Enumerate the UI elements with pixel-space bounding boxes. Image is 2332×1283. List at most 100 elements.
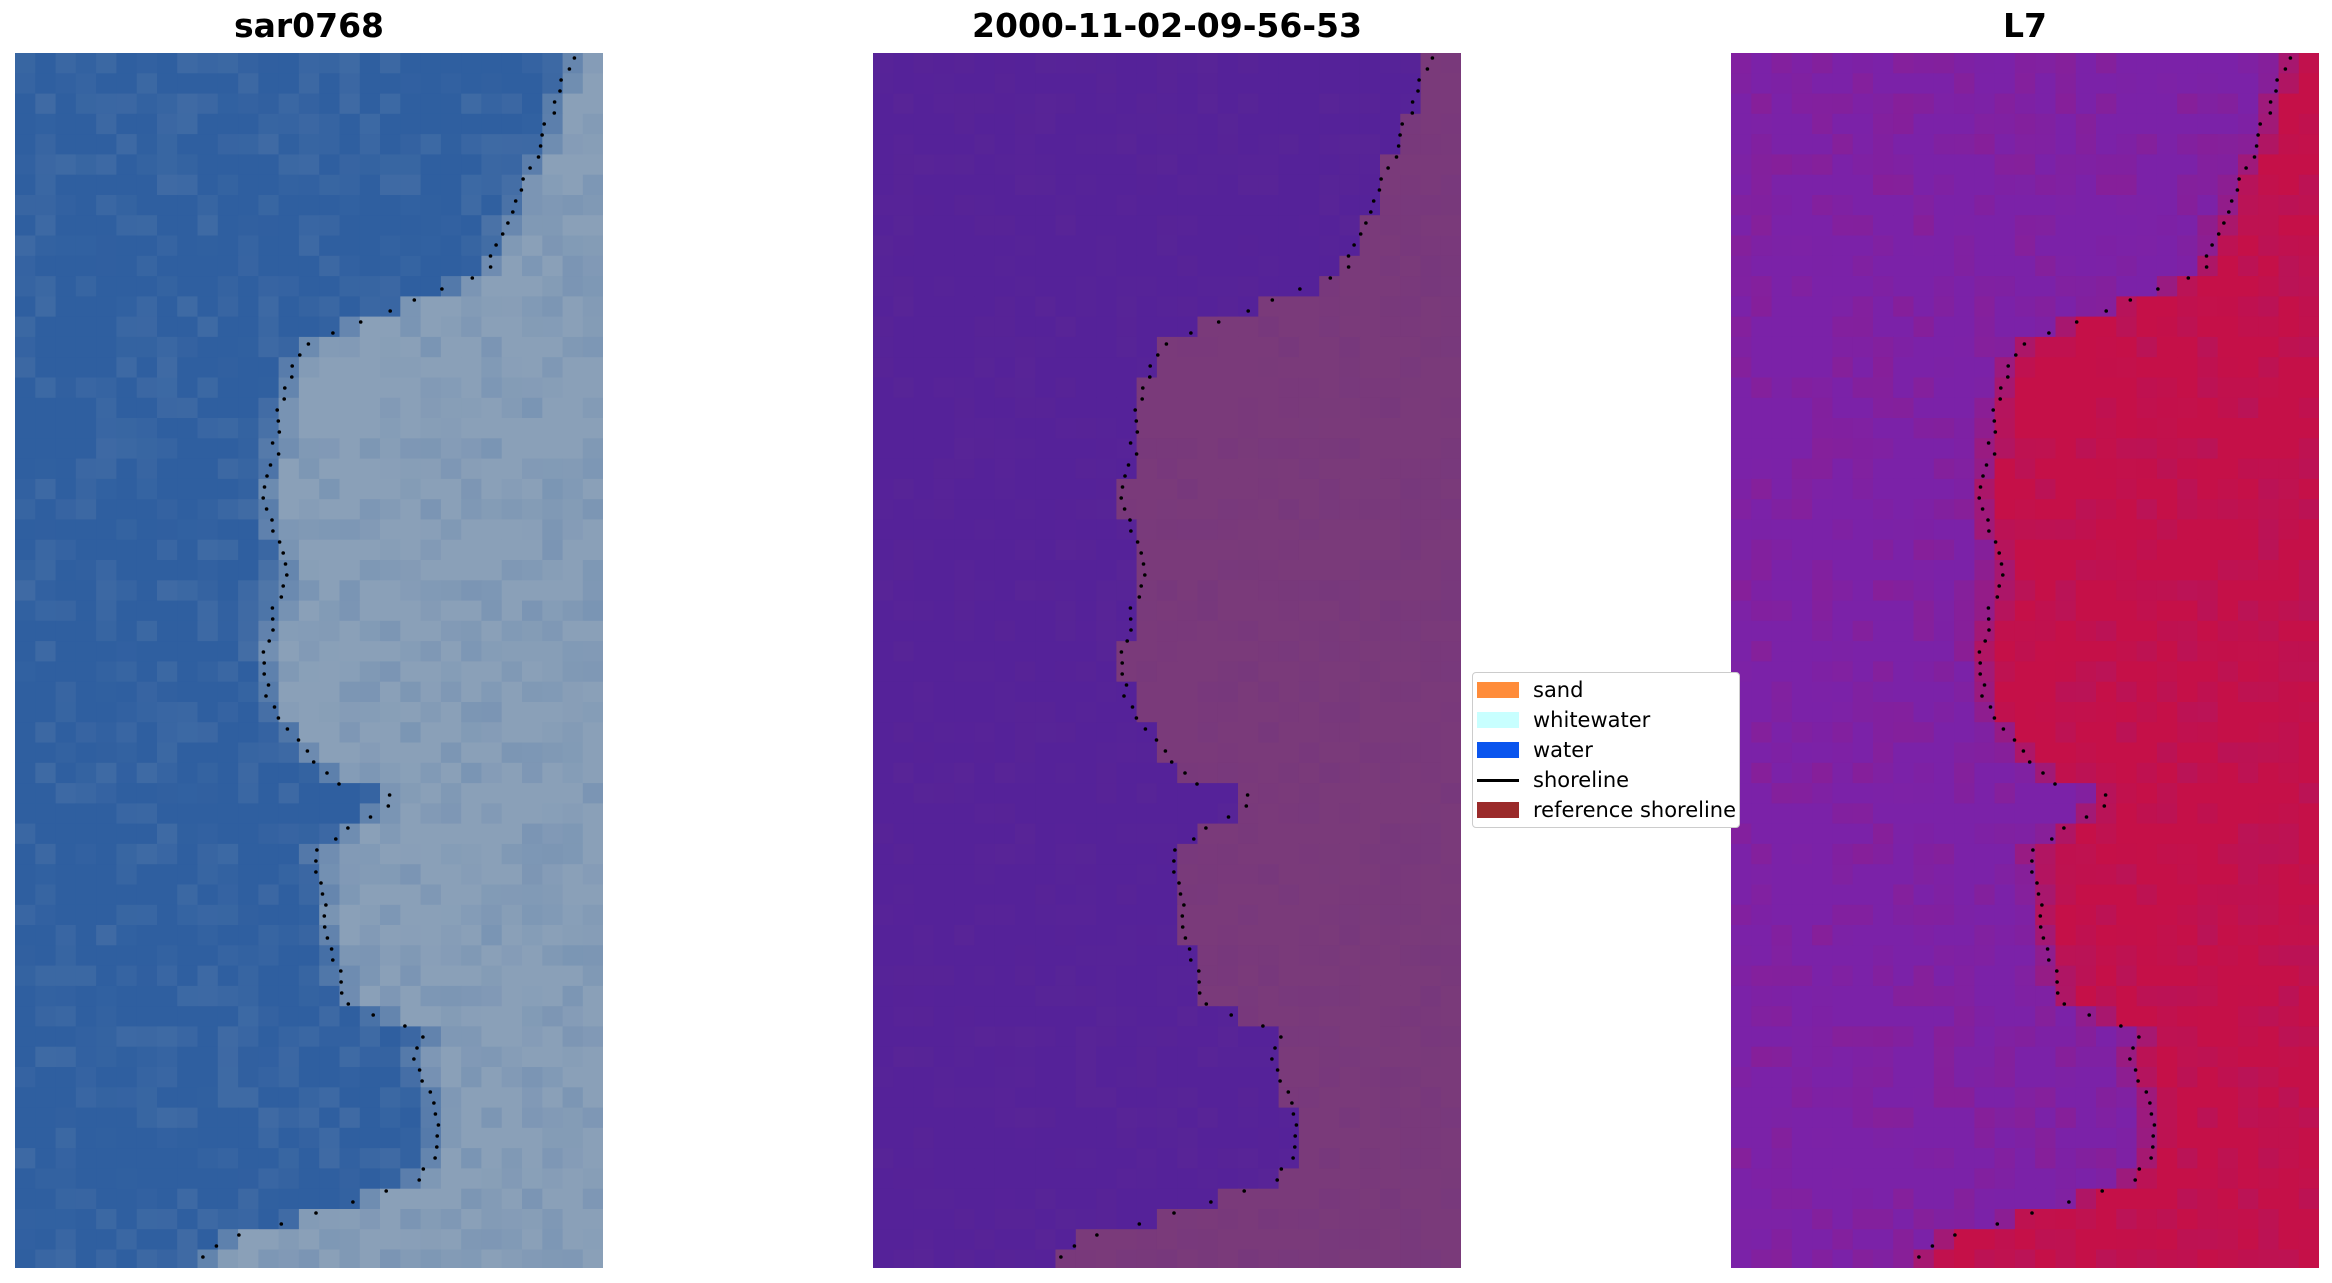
class-pixel (1177, 1209, 1199, 1230)
rgb-pixel (55, 560, 77, 581)
index-pixel (2177, 296, 2199, 318)
rgb-pixel (35, 945, 57, 967)
index-pixel (2055, 215, 2077, 237)
rgb-pixel (177, 722, 199, 744)
class-pixel (1116, 478, 1138, 500)
rgb-pixel (542, 1229, 564, 1251)
class-shoreline-dot (1286, 1090, 1291, 1094)
rgb-pixel (96, 1046, 117, 1068)
class-pixel (994, 397, 1016, 419)
index-pixel (2238, 864, 2259, 886)
rgb-pixel (481, 519, 503, 541)
rgb-pixel (461, 357, 483, 379)
index-pixel (2096, 864, 2117, 886)
index-pixel (1974, 945, 1996, 967)
index-pixel (2055, 113, 2077, 135)
rgb-pixel (278, 1229, 300, 1251)
rgb-pixel (400, 1148, 422, 1169)
index-pixel (2197, 499, 2219, 521)
index-pixel (2156, 803, 2178, 825)
class-pixel (1217, 215, 1239, 237)
index-pixel (2075, 195, 2097, 216)
rgb-pixel (278, 113, 300, 135)
rgb-pixel (562, 1168, 584, 1190)
index-pixel (1852, 357, 1874, 379)
rgb-pixel (481, 1087, 503, 1109)
rgb-pixel (359, 560, 381, 581)
class-pixel (1075, 620, 1097, 642)
rgb-pixel (35, 113, 57, 135)
rgb-pixel (75, 783, 97, 804)
class-pixel (1238, 499, 1259, 521)
rgb-pixel (420, 843, 442, 865)
rgb-pixel (96, 215, 117, 237)
index-pixel (1832, 803, 1854, 825)
index-pixel (2014, 722, 2036, 744)
rgb-pixel (380, 154, 401, 176)
index-pixel (2197, 73, 2219, 95)
class-pixel (1096, 1107, 1117, 1129)
class-pixel (1400, 418, 1422, 439)
class-pixel (994, 1168, 1016, 1190)
rgb-pixel (461, 418, 483, 439)
index-pixel (2278, 742, 2300, 764)
rgb-pixel (542, 478, 564, 500)
class-pixel (1156, 93, 1178, 115)
rgb-pixel (136, 519, 158, 541)
class-shoreline-dot (1072, 1244, 1077, 1248)
class-pixel (1339, 762, 1361, 784)
rgb-pixel (177, 783, 199, 804)
class-pixel (994, 499, 1016, 521)
class-pixel (1075, 1148, 1097, 1169)
class-pixel (1075, 1026, 1097, 1048)
rgb-pixel (420, 235, 442, 257)
rgb-pixel (116, 783, 138, 804)
index-pixel (1791, 255, 1813, 277)
class-pixel (933, 661, 955, 683)
class-pixel (1177, 397, 1199, 419)
rgb-pixel (380, 1127, 401, 1149)
class-pixel (1359, 722, 1381, 744)
class-pixel (1035, 438, 1057, 460)
index-pixel (2055, 357, 2077, 379)
class-pixel (1136, 154, 1158, 176)
rgb-pixel (35, 1249, 57, 1268)
index-pixel (1731, 478, 1752, 500)
rgb-pixel (55, 884, 77, 906)
index-pixel (1731, 195, 1752, 216)
class-pixel (1116, 519, 1138, 541)
rgb-pixel (481, 884, 503, 906)
rgb-shoreline-dot (371, 1013, 376, 1017)
rgb-pixel (75, 1168, 97, 1190)
index-pixel (1913, 762, 1935, 784)
rgb-pixel (75, 864, 97, 886)
class-pixel (1319, 478, 1341, 500)
class-pixel (893, 1148, 915, 1169)
class-pixel (1197, 620, 1219, 642)
index-pixel (2197, 661, 2219, 683)
rgb-pixel (238, 113, 259, 135)
class-pixel (1177, 641, 1199, 662)
index-pixel (1994, 722, 2016, 744)
class-pixel (1015, 1209, 1036, 1230)
index-pixel (2116, 235, 2138, 257)
index-pixel (2258, 235, 2280, 257)
class-shoreline-dot (1164, 342, 1169, 346)
index-pixel (2136, 519, 2158, 541)
rgb-pixel (440, 397, 462, 419)
index-pixel (2055, 397, 2077, 419)
rgb-pixel (582, 1209, 603, 1230)
rgb-pixel (461, 1087, 483, 1109)
rgb-pixel (359, 377, 381, 399)
rgb-pixel (501, 438, 523, 460)
rgb-pixel (562, 438, 584, 460)
class-pixel (1116, 113, 1138, 135)
rgb-pixel (359, 73, 381, 95)
class-pixel (1217, 722, 1239, 744)
rgb-pixel (55, 783, 77, 804)
rgb-pixel (420, 823, 442, 845)
class-pixel (913, 539, 935, 561)
index-pixel (1974, 276, 1996, 297)
class-pixel (1217, 1229, 1239, 1251)
class-shoreline-dot (1229, 1013, 1233, 1017)
